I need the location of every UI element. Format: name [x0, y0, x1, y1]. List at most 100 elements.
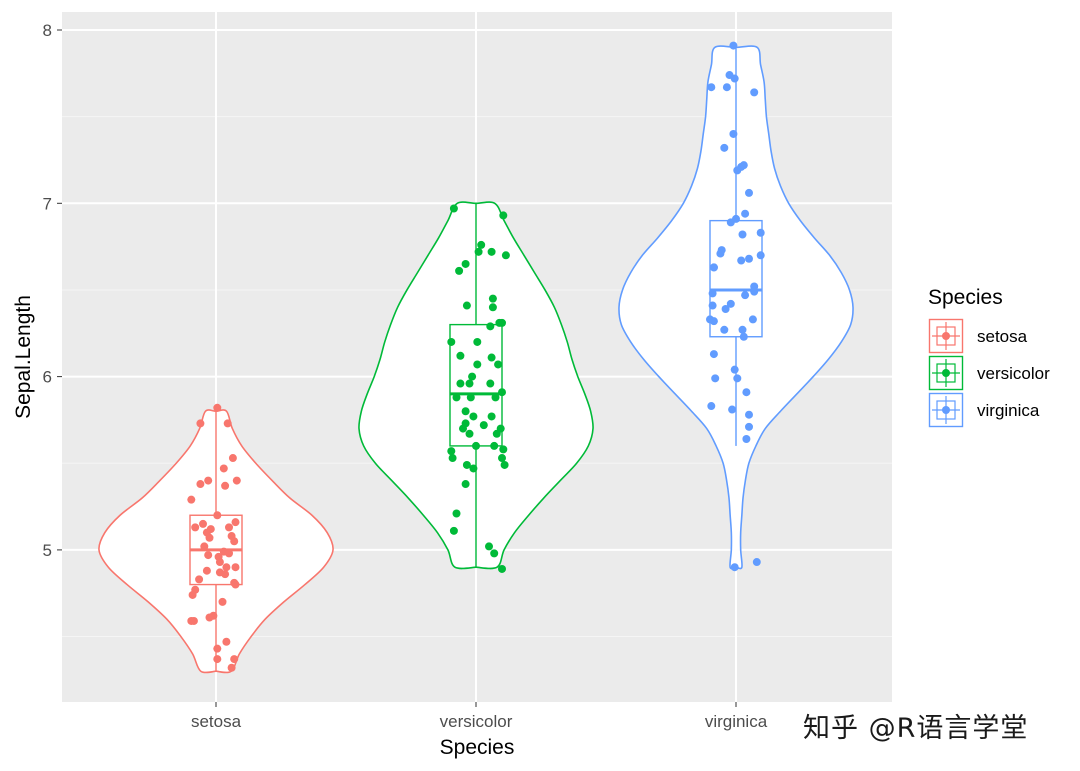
point-setosa: [225, 523, 233, 532]
point-versicolor: [486, 379, 495, 388]
point-virginica: [742, 388, 751, 397]
jitter-points: [187, 41, 765, 672]
point-virginica: [726, 218, 735, 227]
point-versicolor: [498, 318, 506, 327]
point-virginica: [709, 350, 718, 359]
point-setosa: [230, 655, 239, 664]
point-versicolor: [468, 372, 477, 381]
point-versicolor: [485, 542, 493, 551]
point-versicolor: [449, 204, 458, 213]
point-virginica: [722, 83, 731, 92]
point-virginica: [738, 325, 747, 334]
point-setosa: [231, 580, 240, 589]
point-versicolor: [473, 360, 482, 369]
point-versicolor: [487, 247, 496, 256]
point-versicolor: [466, 393, 475, 402]
point-virginica: [728, 405, 737, 414]
point-virginica: [729, 41, 738, 50]
point-virginica: [745, 254, 753, 263]
point-virginica: [711, 374, 720, 383]
point-virginica: [745, 422, 753, 431]
point-versicolor: [491, 393, 500, 402]
point-setosa: [196, 419, 205, 428]
y-tick-label: 7: [43, 194, 52, 213]
point-versicolor: [494, 360, 503, 369]
x-axis-title: Species: [440, 736, 515, 759]
point-setosa: [196, 480, 205, 489]
point-virginica: [756, 251, 765, 260]
point-setosa: [221, 570, 230, 579]
point-virginica: [750, 287, 759, 296]
point-versicolor: [461, 480, 470, 489]
point-virginica: [742, 434, 751, 443]
point-virginica: [733, 166, 742, 175]
point-virginica: [720, 143, 729, 152]
point-versicolor: [447, 337, 456, 346]
point-setosa: [221, 481, 230, 490]
point-versicolor: [486, 322, 495, 331]
point-versicolor: [498, 388, 506, 397]
point-versicolor: [461, 407, 470, 416]
point-versicolor: [501, 251, 510, 260]
point-setosa: [199, 519, 207, 528]
point-virginica: [745, 410, 753, 419]
point-setosa: [213, 655, 222, 664]
point-setosa: [222, 563, 231, 572]
point-versicolor: [488, 294, 497, 303]
point-virginica: [748, 315, 757, 324]
point-virginica: [741, 291, 750, 300]
point-virginica: [737, 256, 746, 265]
point-virginica: [733, 374, 742, 383]
point-virginica: [741, 209, 750, 218]
point-setosa: [204, 551, 213, 560]
point-virginica: [720, 325, 729, 334]
point-setosa: [187, 495, 196, 504]
point-versicolor: [479, 421, 488, 430]
point-versicolor: [448, 454, 457, 463]
y-tick-label: 6: [43, 368, 52, 387]
x-tick-label: setosa: [191, 712, 242, 731]
point-virginica: [738, 230, 747, 239]
y-axis: 5 6 7 8: [43, 21, 62, 560]
point-versicolor: [459, 424, 467, 433]
legend-key-point: [942, 406, 950, 414]
point-virginica: [721, 305, 730, 314]
legend-item-versicolor: versicolor: [928, 355, 1050, 391]
legend-item-setosa: setosa: [928, 318, 1028, 354]
point-setosa: [213, 644, 222, 653]
point-versicolor: [462, 460, 471, 469]
point-virginica: [707, 83, 716, 92]
point-versicolor: [477, 240, 486, 249]
point-versicolor: [492, 429, 501, 438]
point-virginica: [745, 188, 753, 197]
legend-title: Species: [928, 286, 1003, 309]
legend-key-point: [942, 332, 950, 340]
point-versicolor: [456, 351, 465, 360]
point-versicolor: [488, 303, 497, 312]
point-virginica: [730, 365, 739, 374]
point-setosa: [228, 454, 237, 463]
point-versicolor: [499, 445, 508, 454]
point-virginica: [752, 558, 761, 567]
point-versicolor: [498, 564, 506, 573]
y-tick-label: 8: [43, 21, 52, 40]
x-tick-label: versicolor: [440, 712, 513, 731]
point-virginica: [726, 299, 735, 308]
point-virginica: [707, 402, 716, 411]
point-versicolor: [498, 454, 506, 463]
point-setosa: [205, 613, 214, 622]
point-virginica: [739, 332, 748, 341]
legend-label: versicolor: [977, 364, 1050, 383]
point-setosa: [232, 476, 241, 485]
point-setosa: [205, 533, 214, 542]
point-virginica: [730, 74, 739, 83]
legend-label: virginica: [977, 401, 1040, 420]
point-virginica: [729, 129, 738, 138]
legend-item-virginica: virginica: [928, 392, 1040, 428]
point-setosa: [222, 637, 231, 646]
y-axis-title: Sepal.Length: [12, 295, 35, 419]
point-versicolor: [487, 353, 496, 362]
point-versicolor: [462, 301, 471, 310]
legend-label: setosa: [977, 327, 1028, 346]
